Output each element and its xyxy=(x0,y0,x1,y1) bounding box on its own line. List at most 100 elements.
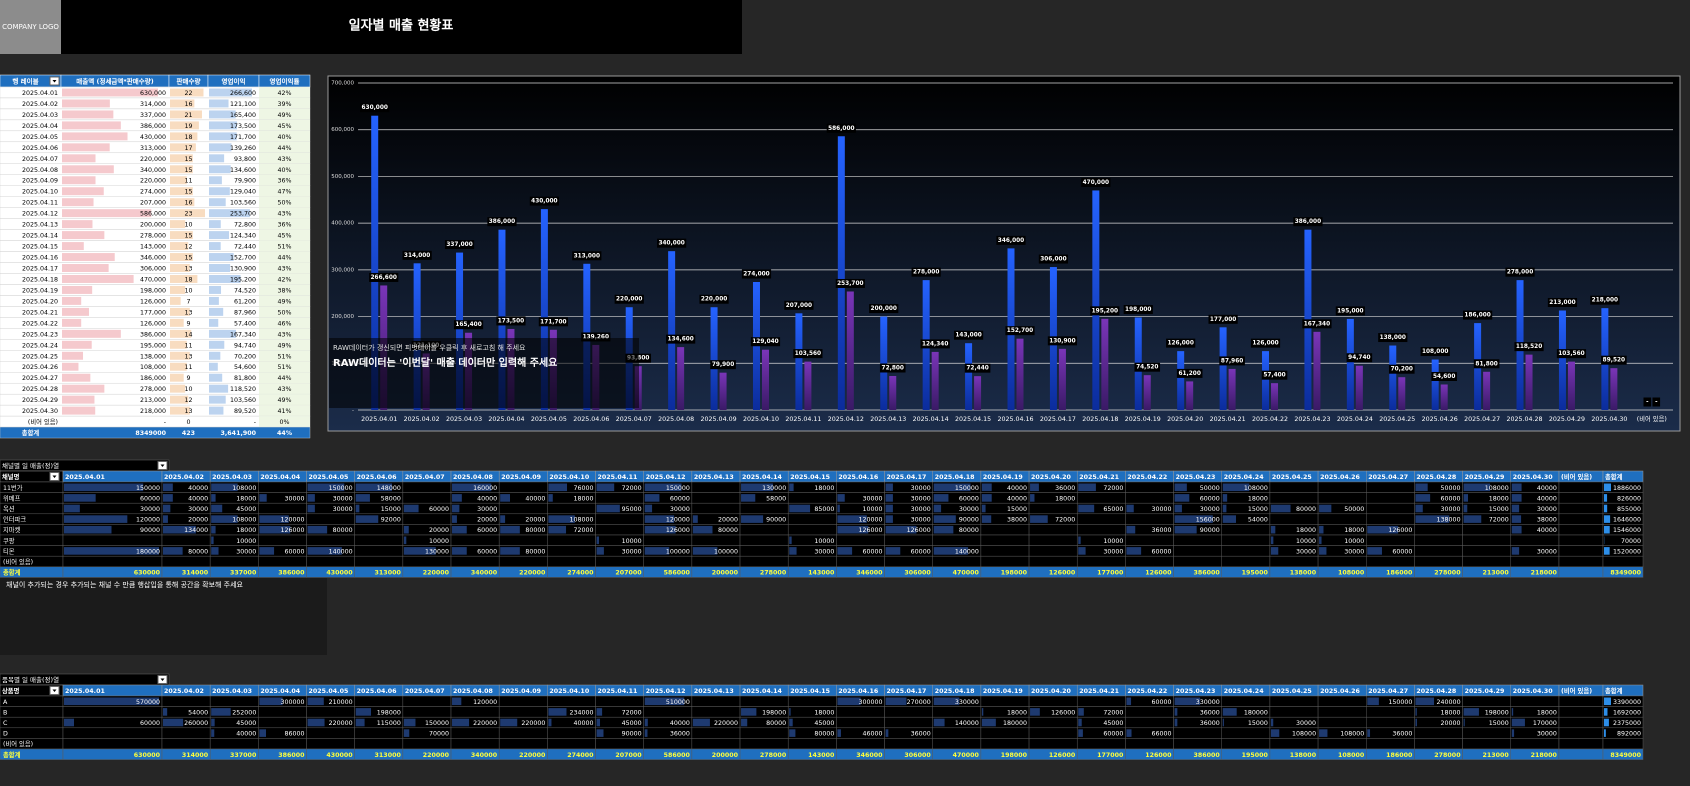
table-cell: 60000 xyxy=(911,548,931,555)
data-bar xyxy=(170,220,186,229)
column-header: 2025.04.07 xyxy=(405,688,445,695)
data-bar xyxy=(1415,483,1428,492)
column-header: 2025.04.15 xyxy=(790,688,830,695)
data-bar xyxy=(62,198,94,207)
table-cell: 195000 xyxy=(1242,570,1269,577)
data-bar xyxy=(1270,547,1279,555)
data-bar xyxy=(170,285,186,294)
data-bar xyxy=(1126,504,1134,513)
bar xyxy=(1271,383,1279,410)
column-header: 2025.04.03 xyxy=(212,474,252,481)
data-label: 138,000 xyxy=(1380,335,1406,341)
table-cell: 346,000 xyxy=(140,255,166,262)
table-cell: 252000 xyxy=(232,709,256,716)
column-header: (비어 있음) xyxy=(1561,686,1592,695)
data-bar xyxy=(1604,547,1610,555)
column-header: 채널명 xyxy=(2,472,20,481)
bar xyxy=(1558,310,1566,410)
data-bar xyxy=(355,504,360,513)
table-cell: 234000 xyxy=(569,709,593,716)
table-cell: 10000 xyxy=(863,506,883,513)
table-cell-bg xyxy=(1125,555,1174,568)
data-label-box xyxy=(360,103,390,113)
x-tick-label: 2025.04.01 xyxy=(361,416,397,423)
data-bar xyxy=(403,525,409,534)
data-bar xyxy=(1463,494,1469,502)
table-cell: 170000 xyxy=(1533,720,1557,727)
table-cell-bg xyxy=(498,695,548,707)
data-bar xyxy=(548,708,567,716)
table-cell-bg xyxy=(787,513,837,525)
table-cell: 58000 xyxy=(381,495,401,502)
y-tick-label: 200,000 xyxy=(331,314,354,320)
table-cell-bg xyxy=(258,481,307,493)
table-cell: 2025.04.27 xyxy=(22,375,58,382)
data-bar xyxy=(741,483,773,492)
column-header: 영업이익 xyxy=(222,77,246,86)
data-bar xyxy=(209,253,234,262)
table-cell: 1520000 xyxy=(1613,548,1641,555)
column-header: 총합계 xyxy=(1605,686,1623,695)
data-bar xyxy=(209,351,221,360)
data-label-box xyxy=(1388,364,1415,374)
table-cell: 278000 xyxy=(760,570,787,577)
table-cell-bg xyxy=(1317,716,1367,729)
x-tick-label: 2025.04.16 xyxy=(997,416,1033,423)
table-cell: 330000 xyxy=(955,699,979,706)
data-label-box xyxy=(666,334,696,344)
table-cell: 10000 xyxy=(1103,538,1123,545)
table-cell: 2375000 xyxy=(1613,720,1641,727)
table-cell: - xyxy=(254,419,256,426)
table-cell-bg xyxy=(1076,695,1126,707)
margin-cell xyxy=(259,152,310,164)
data-bar xyxy=(1511,494,1522,502)
data-bar xyxy=(837,547,853,555)
data-bar xyxy=(209,187,230,196)
margin-cell xyxy=(259,361,310,373)
table-cell-bg xyxy=(739,545,789,557)
table-cell: 150000 xyxy=(1388,699,1412,706)
table-cell: 49% xyxy=(278,397,292,404)
table-cell: 2025.04.29 xyxy=(22,397,58,404)
data-bar xyxy=(209,329,236,338)
table-cell: 2025.04.05 xyxy=(22,134,58,141)
table-cell: 72000 xyxy=(1489,517,1509,524)
y-tick-label: 500,000 xyxy=(331,174,354,180)
table-cell: 30000 xyxy=(1296,720,1316,727)
data-bar xyxy=(1270,504,1291,513)
table-cell-bg xyxy=(836,555,885,568)
table-cell: 126000 xyxy=(1145,752,1172,759)
data-bar xyxy=(1463,718,1465,727)
x-tick-label: 2025.04.09 xyxy=(701,416,737,423)
table-cell-bg xyxy=(1510,738,1560,750)
data-label: 337,000 xyxy=(446,242,472,248)
data-label-box xyxy=(1556,349,1587,359)
table-cell: 200,000 xyxy=(140,222,166,229)
data-bar xyxy=(500,718,518,727)
table-cell-bg xyxy=(1173,727,1222,739)
data-bar xyxy=(1174,483,1187,492)
table-cell-bg xyxy=(836,716,885,729)
data-bar xyxy=(500,494,511,502)
x-tick-label: 2025.04.10 xyxy=(743,416,779,423)
table-cell: 40000 xyxy=(1537,527,1557,534)
data-label: 430,000 xyxy=(531,199,557,205)
table-cell-bg xyxy=(1366,534,1415,546)
table-cell: 120000 xyxy=(473,699,497,706)
table-cell: 150000 xyxy=(329,485,353,492)
data-label: 139,260 xyxy=(583,334,609,340)
data-bar xyxy=(307,494,315,502)
table-cell: 8349000 xyxy=(1610,570,1641,577)
table-cell-bg xyxy=(402,695,452,707)
table-cell: 200000 xyxy=(712,570,739,577)
bar xyxy=(1228,368,1236,410)
data-bar xyxy=(452,483,492,492)
data-label-box xyxy=(1090,306,1120,316)
data-label-box xyxy=(1590,295,1620,305)
data-bar xyxy=(170,209,205,218)
margin-cell xyxy=(259,405,310,417)
table-cell: 220000 xyxy=(423,752,450,759)
column-header: 2025.04.21 xyxy=(1079,688,1119,695)
data-bar xyxy=(741,494,756,502)
data-label-box xyxy=(879,363,906,373)
